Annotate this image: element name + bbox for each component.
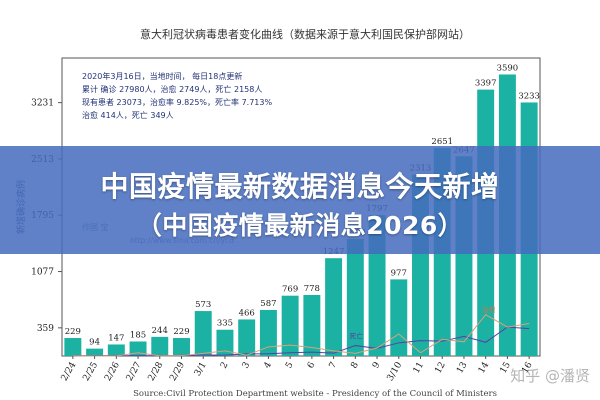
x-tick-label: 8 — [349, 360, 361, 370]
bar — [303, 294, 321, 356]
x-tick-label: 9 — [371, 360, 383, 370]
bar-value-label: 147 — [108, 333, 124, 343]
y-tick-label: 1077 — [31, 268, 54, 278]
watermark: 知乎 @潘贤 — [510, 367, 590, 385]
annotation-line: 2020年3月16日，当地时间， 每日18点更新 — [82, 71, 242, 81]
bar — [346, 238, 364, 356]
bar — [194, 311, 212, 356]
x-tick-label: 11 — [412, 361, 426, 376]
bar — [238, 319, 256, 356]
x-tick-label: 4 — [262, 360, 274, 370]
x-tick-label: 2 — [219, 361, 231, 371]
x-tick-label: 14 — [477, 360, 492, 375]
bar — [151, 336, 169, 356]
bar-value-label: 229 — [173, 327, 189, 337]
y-tick-label: 3231 — [31, 99, 54, 109]
source-note: Source:Civil Protection Department websi… — [133, 389, 497, 399]
headline-banner — [0, 146, 600, 254]
x-tick-label: 6 — [306, 360, 318, 370]
x-tick-label: 12 — [433, 361, 447, 376]
bar — [281, 295, 299, 356]
bar-value-label: 3233 — [518, 91, 540, 101]
overlay-lines: 死亡 治愈 — [72, 305, 530, 357]
x-tick-label: 3 — [241, 360, 253, 370]
headline-line-2: （中国疫情最新消息2026） — [136, 211, 464, 240]
bar-value-label: 229 — [65, 327, 81, 337]
x-tick-label: 13 — [455, 360, 470, 375]
bar-value-label: 335 — [217, 319, 233, 329]
headline-line-1: 中国疫情最新数据消息今天新增 — [100, 170, 500, 203]
x-tick-label: 2/27 — [125, 360, 144, 383]
bar-value-label: 587 — [260, 299, 276, 309]
bar — [86, 348, 104, 356]
x-tick-label: 3/1 — [193, 361, 209, 379]
x-tick-label: 2/25 — [81, 360, 100, 383]
annotation-line: 累计 确诊 27980人，治愈 2749人，死亡 2158人 — [82, 84, 262, 94]
x-tick-label: 3/10 — [386, 360, 405, 383]
bar-value-label: 3590 — [497, 63, 519, 73]
bar-value-label: 185 — [130, 330, 146, 340]
x-tick-label: 2/24 — [60, 360, 79, 383]
x-tick-label: 7 — [328, 360, 340, 370]
overlay-label: 治愈 — [482, 305, 496, 314]
x-ticks: 2/24 2/25 2/26 2/27 2/28 2/29 3/1 2 3 4 5 6 7 8 9 3/10 1… — [60, 356, 535, 383]
bar-value-label: 3397 — [475, 79, 497, 89]
bar-value-label: 977 — [391, 268, 407, 278]
x-tick-label: 5 — [284, 360, 296, 370]
bar — [325, 258, 343, 356]
y-tick-label: 359 — [37, 324, 54, 334]
bar-value-label: 2651 — [431, 137, 453, 147]
x-tick-label: 2/29 — [168, 360, 187, 383]
bar-value-label: 94 — [89, 338, 100, 348]
chart-title: 意大利冠状病毒患者变化曲线（数据来源于意大利国民保护部网站） — [140, 27, 470, 41]
bar — [216, 329, 234, 356]
bar — [129, 341, 147, 356]
bar — [64, 338, 82, 356]
x-tick-label: 2/28 — [147, 360, 166, 383]
bar — [107, 344, 125, 356]
x-tick-label: 2/26 — [103, 360, 122, 383]
bar-value-label: 573 — [195, 300, 211, 310]
overlay-series-line — [72, 326, 530, 357]
bar — [259, 309, 277, 356]
overlay-series-line — [72, 314, 530, 357]
bar-value-label: 778 — [304, 284, 320, 294]
overlay-label: 死亡 — [349, 331, 363, 340]
annotation-line: 治愈 414人，死亡 349人 — [82, 110, 174, 120]
bar-value-label: 466 — [239, 308, 255, 318]
bar-value-label: 244 — [152, 326, 168, 336]
annotation-line: 现有患者 23073，治愈率 9.825%，死亡率 7.713% — [82, 97, 272, 107]
bar — [173, 338, 190, 356]
bar-value-label: 769 — [282, 285, 298, 295]
